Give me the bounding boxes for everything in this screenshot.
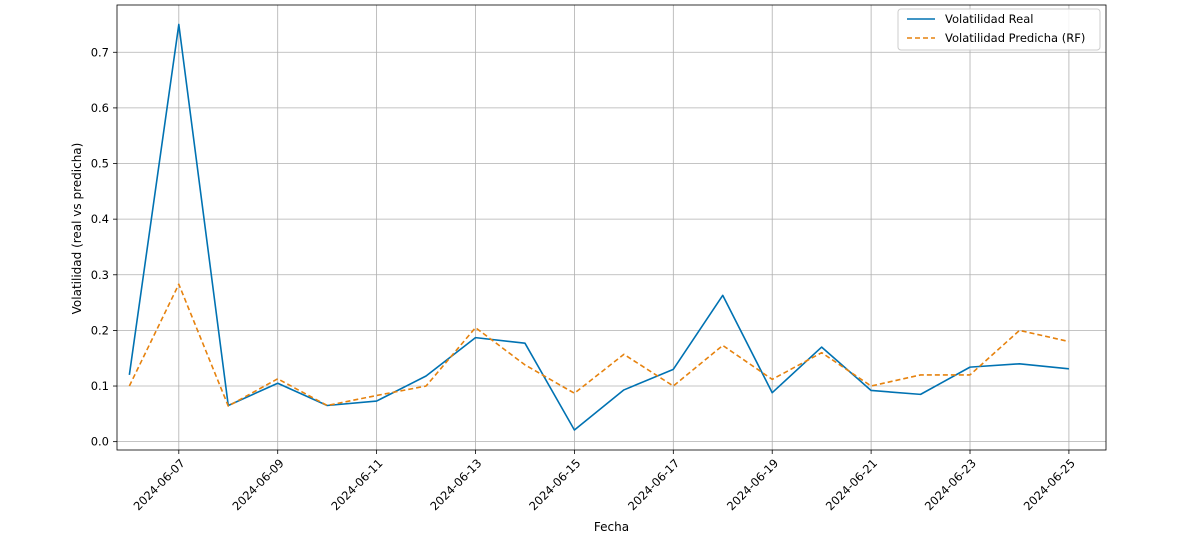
series-lines: [128, 23, 1070, 431]
y-tick-label: 0.3: [91, 268, 109, 282]
legend-box: [897, 8, 1101, 51]
x-tick-label: 2024-06-11: [328, 456, 385, 513]
grid-lines: [117, 5, 1106, 450]
legend-label-predicted: Volatilidad Predicha (RF): [945, 31, 1085, 45]
series-line-predicted: [128, 283, 1070, 407]
axis-ticks: 0.0 0.1 0.2 0.3 0.4 0.5 0.6 0.7 2024-06-07 2024-0…: [91, 45, 1078, 513]
x-tick-label: 2024-06-21: [823, 456, 880, 513]
y-axis-label: Volatilidad (real vs predicha): [70, 143, 84, 315]
x-tick-label: 2024-06-13: [427, 456, 484, 513]
y-tick-label: 0.2: [91, 323, 109, 337]
legend-label-real: Volatilidad Real: [945, 12, 1033, 26]
x-axis-label: Fecha: [594, 520, 629, 534]
y-tick-label: 0.4: [91, 212, 109, 226]
y-tick-label: 0.0: [91, 435, 109, 449]
x-tick-label: 2024-06-19: [724, 456, 781, 513]
y-tick-label: 0.7: [91, 45, 109, 59]
x-tick-label: 2024-06-07: [131, 456, 188, 513]
x-tick-label: 2024-06-23: [922, 456, 979, 513]
plot-frame: [116, 4, 1107, 451]
series-line-real: [128, 23, 1069, 431]
y-tick-label: 0.5: [91, 157, 109, 171]
x-tick-label: 2024-06-09: [230, 456, 287, 513]
y-tick-label: 0.6: [91, 101, 109, 115]
y-tick-label: 0.1: [91, 379, 109, 393]
x-tick-label: 2024-06-25: [1021, 456, 1078, 513]
x-tick-label: 2024-06-15: [526, 456, 583, 513]
x-tick-label: 2024-06-17: [625, 456, 682, 513]
legend: Volatilidad Real Volatilidad Predicha (R…: [897, 8, 1101, 51]
